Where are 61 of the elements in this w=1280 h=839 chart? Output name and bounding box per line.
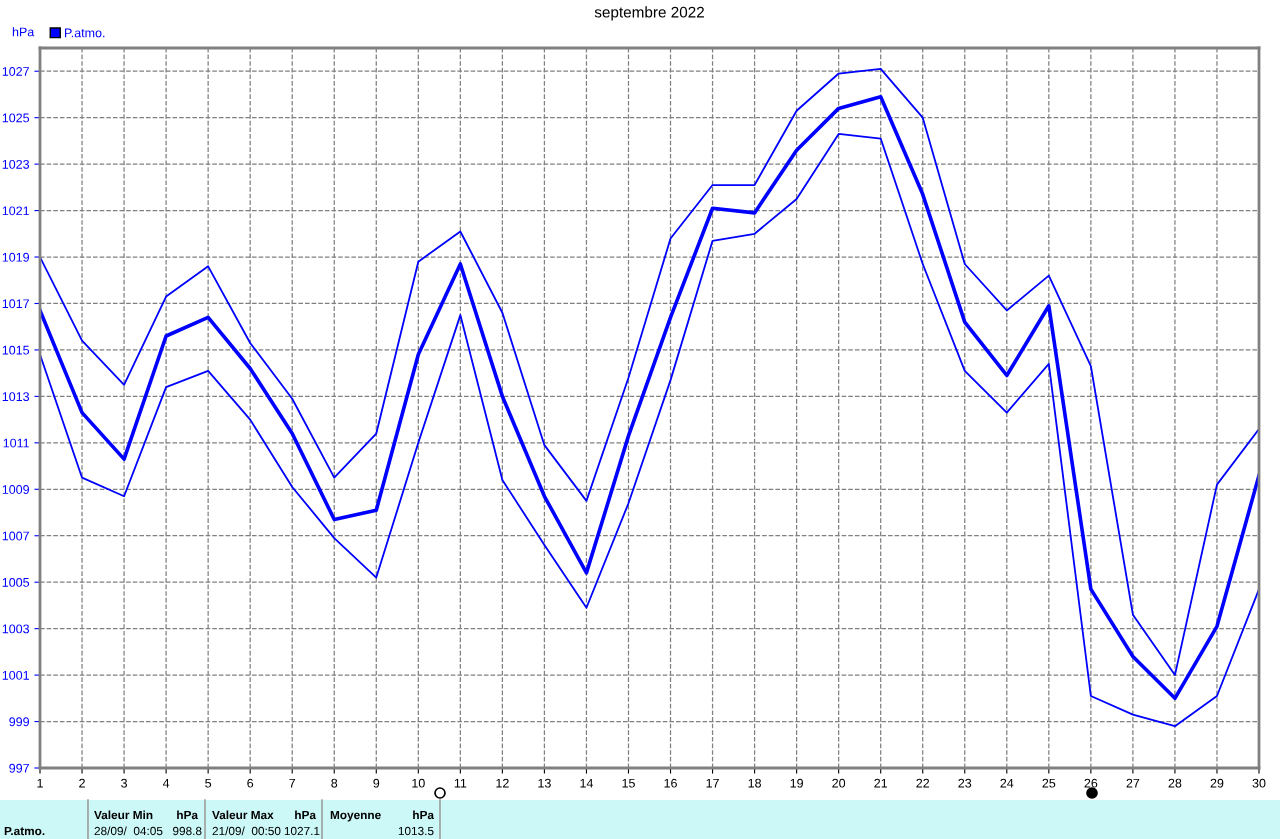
text: hPa [413, 810, 435, 820]
x-tick-label: 9 [373, 778, 380, 788]
x-tick-label: 25 [1042, 778, 1056, 788]
x-tick-label: 24 [1000, 778, 1014, 788]
y-tick-label: 1001 [2, 670, 29, 680]
x-tick-label: 6 [247, 778, 254, 788]
y-tick-label: 1023 [2, 159, 30, 169]
x-tick-label: 22 [916, 778, 930, 788]
x-tick-label: 20 [832, 778, 846, 788]
y-tick-label: 1025 [2, 113, 30, 123]
x-tick-label: 13 [538, 778, 551, 788]
y-tick-label: 1005 [2, 577, 30, 587]
legend-label: P.atmo. [65, 28, 105, 38]
text: 1027.1 [284, 826, 320, 836]
x-tick-label: 5 [205, 778, 212, 788]
y-tick-label: 1017 [2, 299, 29, 309]
y-tick-label: 997 [9, 763, 29, 773]
x-tick-label: 29 [1210, 778, 1224, 788]
x-tick-label: 11 [454, 778, 467, 788]
y-tick-label: 1003 [2, 624, 30, 634]
y-tick-label: 1027 [2, 67, 29, 76]
y-tick-label: 1007 [2, 531, 29, 541]
y-axis-title: hPa [12, 27, 35, 37]
text: 21/09/ 00:50 [212, 826, 281, 836]
x-tick-label: 15 [622, 778, 635, 788]
text: hPa [295, 810, 317, 820]
y-tick-label: 999 [9, 717, 29, 727]
x-tick-label: 12 [496, 778, 509, 788]
text: Valeur Max [212, 810, 274, 820]
x-tick-label: 17 [706, 778, 719, 788]
x-tick-label: 14 [580, 778, 594, 788]
y-tick-label: 1009 [2, 485, 29, 494]
y-tick-label: 1013 [2, 392, 30, 402]
text: Moyenne [330, 810, 381, 822]
x-tick-label: 16 [664, 778, 677, 788]
y-tick-label: 1019 [2, 252, 29, 262]
x-tick-label: 7 [289, 778, 296, 788]
y-tick-label: 1011 [3, 438, 29, 448]
x-tick-label: 4 [162, 778, 170, 788]
x-tick-label: 8 [331, 778, 338, 788]
x-tick-label: 23 [958, 778, 972, 788]
chart-title: septembre 2022 [594, 6, 704, 21]
x-tick-label: 3 [121, 778, 127, 788]
x-tick-label: 27 [1126, 778, 1140, 788]
x-tick-label: 2 [79, 778, 85, 788]
text: 28/09/ 04:05 [94, 826, 163, 836]
text: P.atmo. [4, 826, 45, 836]
x-tick-label: 10 [412, 778, 425, 788]
x-tick-label: 28 [1168, 778, 1182, 788]
y-tick-label: 1015 [2, 345, 30, 355]
x-tick-label: 19 [790, 778, 803, 788]
x-tick-label: 21 [874, 778, 888, 788]
x-tick-label: 26 [1084, 778, 1098, 788]
x-tick-label: 30 [1252, 778, 1266, 788]
x-tick-label: 18 [748, 778, 761, 788]
x-tick-label: 1 [37, 778, 43, 788]
y-tick-label: 1021 [2, 206, 29, 216]
text: hPa [177, 810, 199, 820]
text: 1013.5 [398, 826, 434, 836]
text: 998.8 [173, 826, 202, 836]
text: Valeur Min [94, 810, 153, 820]
